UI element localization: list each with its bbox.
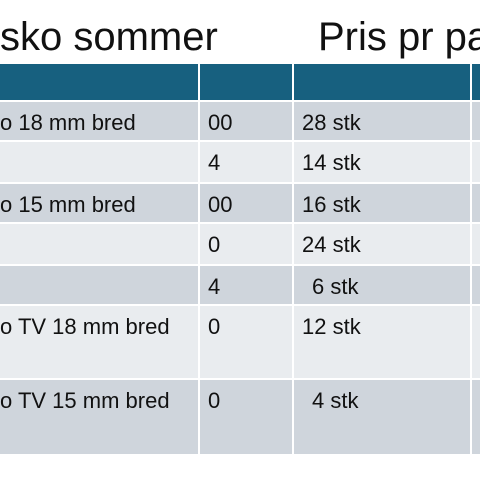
row-4-extra bbox=[472, 224, 480, 264]
row-2-extra bbox=[472, 142, 480, 182]
row-4-quantity: 24 stk bbox=[294, 224, 472, 264]
row-7-description: o TV 15 mm bred bbox=[0, 380, 200, 454]
row-1-code: 00 bbox=[200, 102, 294, 140]
table-row: 4 6 stk bbox=[0, 266, 480, 306]
row-3-code: 00 bbox=[200, 184, 294, 222]
row-3-quantity: 16 stk bbox=[294, 184, 472, 222]
row-6-extra bbox=[472, 306, 480, 378]
header-cell-2 bbox=[200, 64, 294, 100]
row-2-description bbox=[0, 142, 200, 182]
row-6-code: 0 bbox=[200, 306, 294, 378]
header-cell-3 bbox=[294, 64, 472, 100]
row-5-extra bbox=[472, 266, 480, 304]
row-7-extra bbox=[472, 380, 480, 454]
row-5-code: 4 bbox=[200, 266, 294, 304]
row-1-description: o 18 mm bred bbox=[0, 102, 200, 140]
table-row: o 18 mm bred 00 28 stk bbox=[0, 102, 480, 142]
table-row: o TV 15 mm bred 0 4 stk bbox=[0, 380, 480, 456]
row-3-extra bbox=[472, 184, 480, 222]
row-2-code: 4 bbox=[200, 142, 294, 182]
table-row: 4 14 stk bbox=[0, 142, 480, 184]
table-row: 0 24 stk bbox=[0, 224, 480, 266]
row-7-quantity: 4 stk bbox=[294, 380, 472, 454]
row-4-description bbox=[0, 224, 200, 264]
row-1-quantity: 28 stk bbox=[294, 102, 472, 140]
row-6-quantity: 12 stk bbox=[294, 306, 472, 378]
table-header-row bbox=[0, 64, 480, 102]
slide-title-left: sko sommer bbox=[0, 15, 218, 59]
row-3-description: o 15 mm bred bbox=[0, 184, 200, 222]
row-6-description: o TV 18 mm bred bbox=[0, 306, 200, 378]
row-2-quantity: 14 stk bbox=[294, 142, 472, 182]
price-table: o 18 mm bred 00 28 stk 4 14 stk o 15 mm … bbox=[0, 64, 480, 456]
row-1-extra bbox=[472, 102, 480, 140]
row-4-code: 0 bbox=[200, 224, 294, 264]
header-cell-1 bbox=[0, 64, 200, 100]
header-cell-4 bbox=[472, 64, 480, 100]
row-7-code: 0 bbox=[200, 380, 294, 454]
slide-title-right: Pris pr pa bbox=[318, 15, 480, 59]
row-5-quantity: 6 stk bbox=[294, 266, 472, 304]
table-row: o 15 mm bred 00 16 stk bbox=[0, 184, 480, 224]
row-5-description bbox=[0, 266, 200, 304]
table-row: o TV 18 mm bred 0 12 stk bbox=[0, 306, 480, 380]
